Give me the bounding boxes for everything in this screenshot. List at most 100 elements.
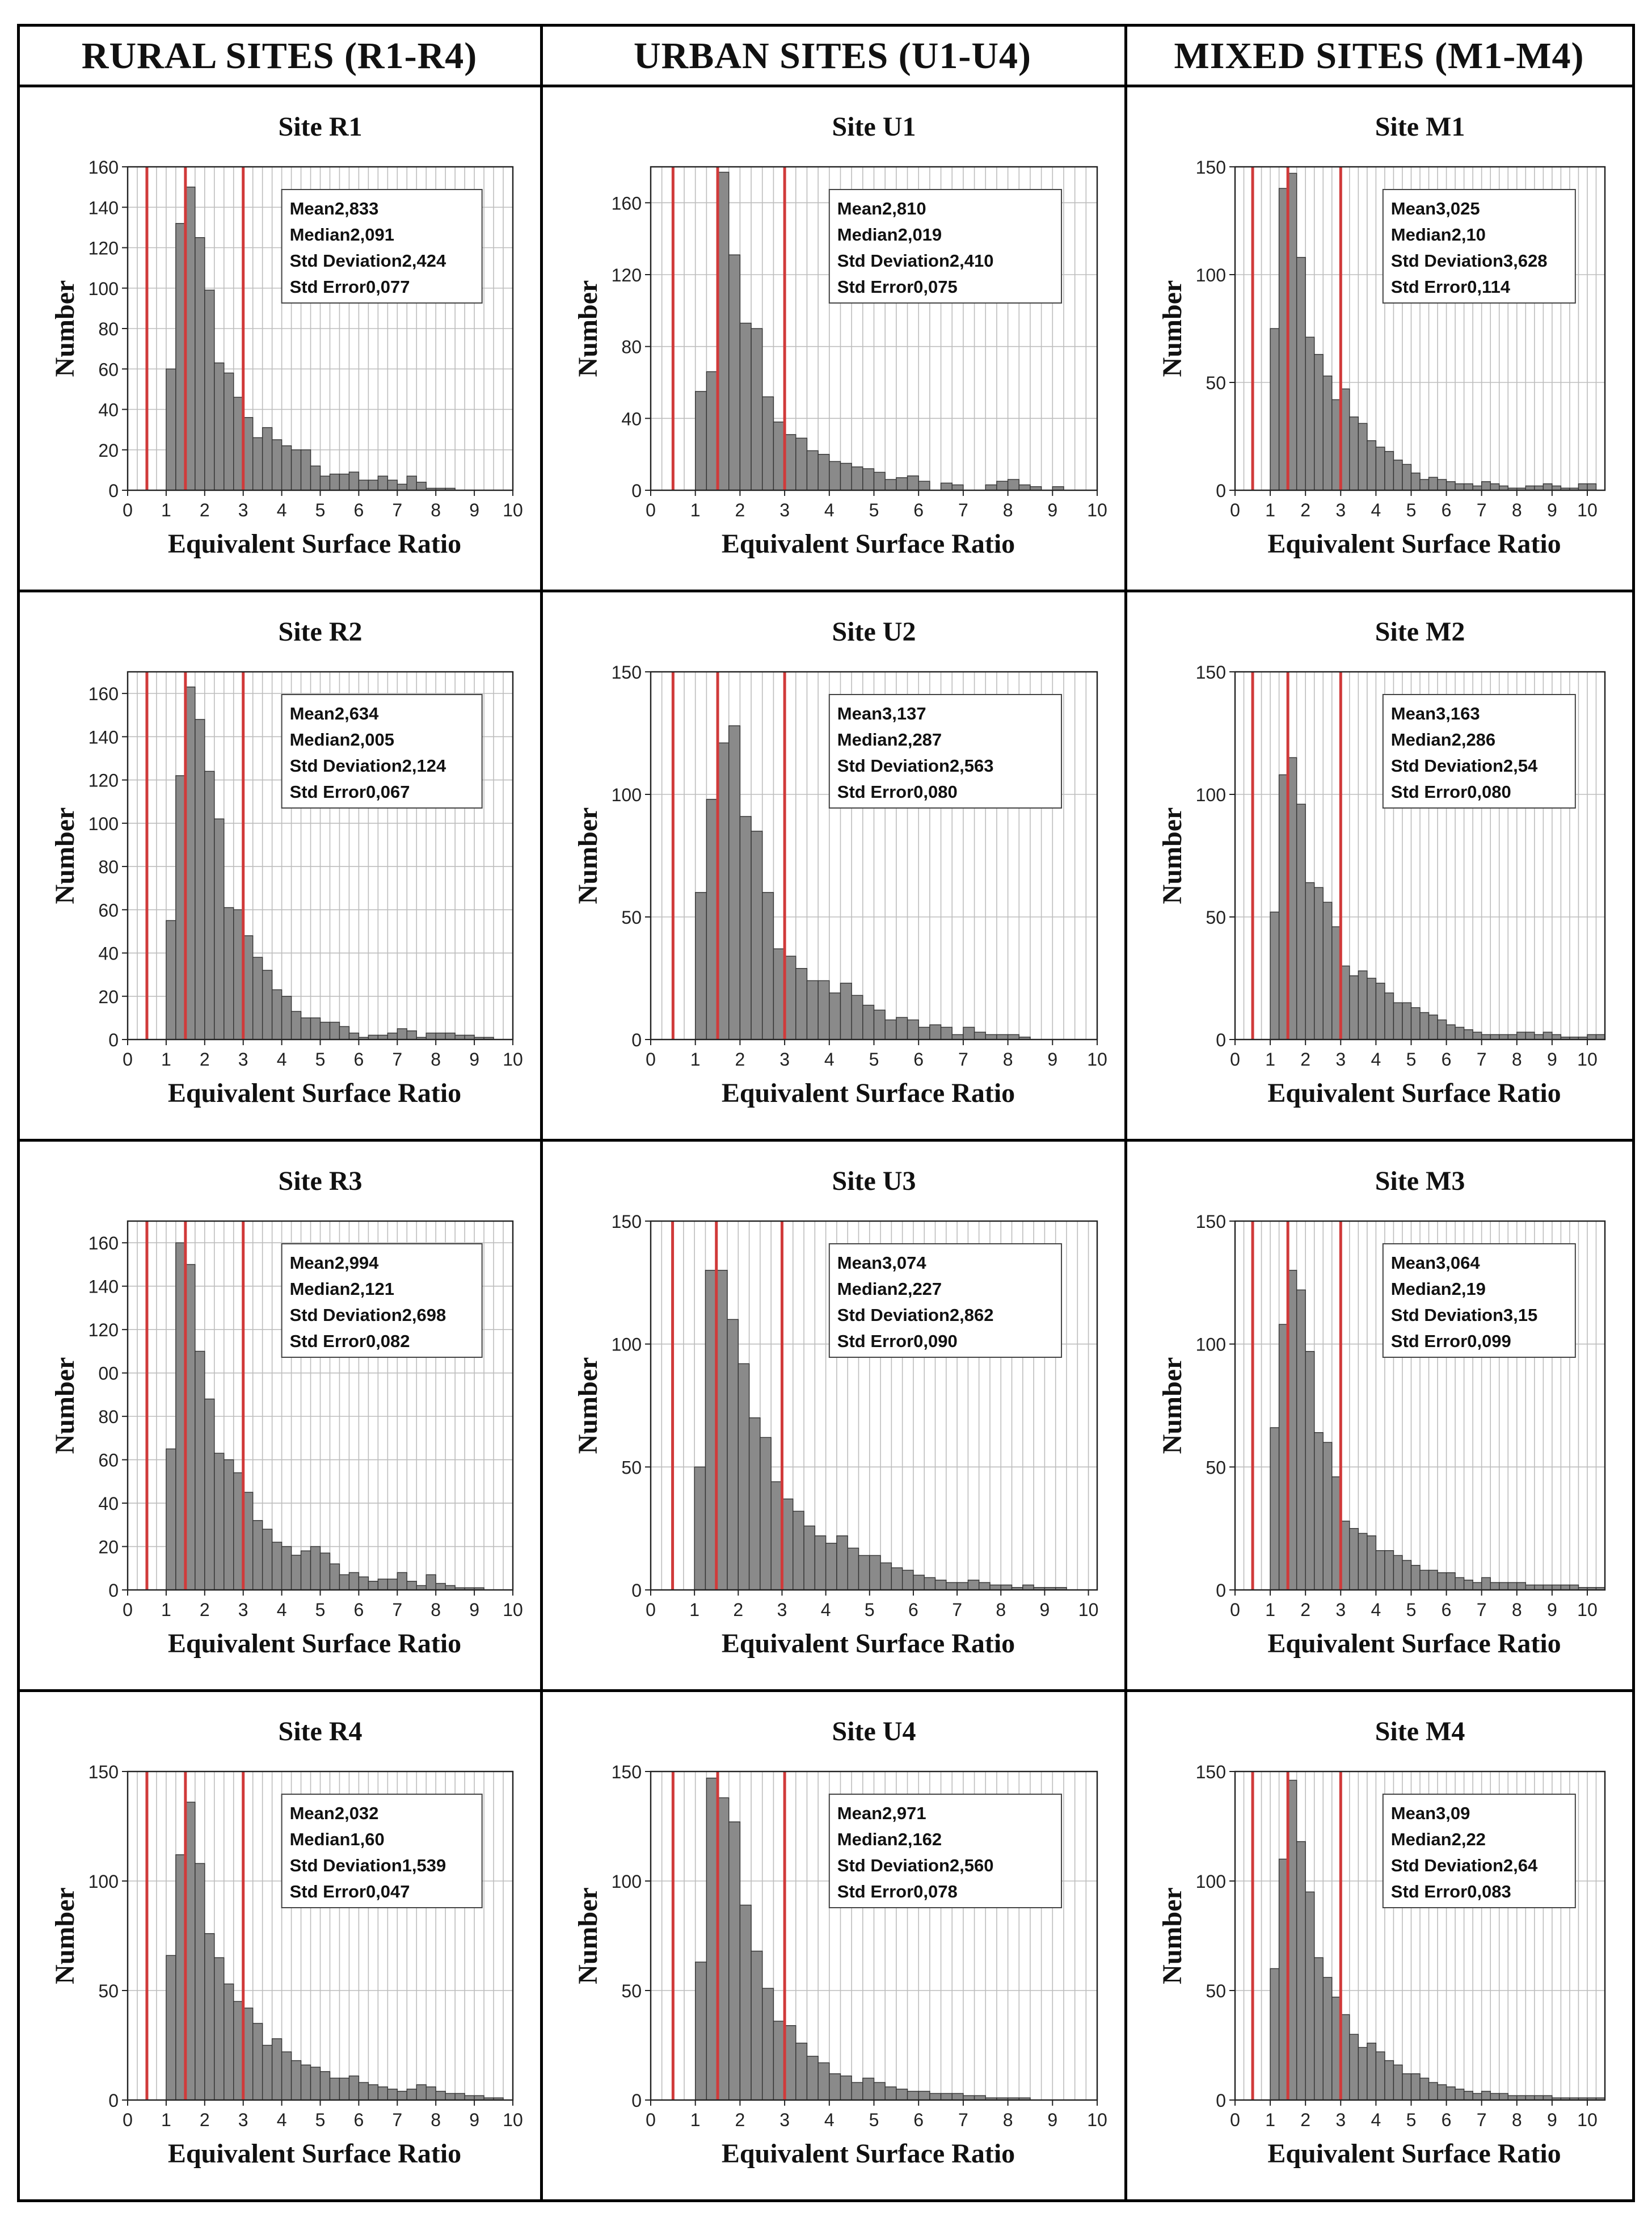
histogram-bar: [214, 1957, 225, 2101]
histogram-bar: [262, 1529, 273, 1590]
histogram-chart: Site U2 0 50 100 150 0 1 2 3 4 5 6 7 8 9 10 Equivalent S…: [573, 617, 1107, 1108]
stat-std-error: Std Error0,075: [837, 277, 958, 297]
x-axis-label: Equivalent Surface Ratio: [1267, 2139, 1561, 2169]
y-axis-label: Number: [1157, 807, 1187, 904]
histogram-bar: [319, 476, 331, 491]
histogram-bar: [175, 775, 186, 1040]
x-tick-label: 6: [1442, 1600, 1452, 1620]
stats-box: [1382, 189, 1576, 304]
x-tick-label: 5: [1406, 2110, 1417, 2130]
y-axis-label: Number: [1157, 1887, 1187, 1984]
y-tick-label: 20: [98, 440, 119, 461]
histogram-bar: [751, 328, 763, 491]
histogram-bar: [425, 2086, 436, 2101]
x-tick-label: 2: [1300, 2110, 1310, 2130]
stat-mean: Mean2,634: [290, 704, 380, 723]
x-tick-label: 2: [733, 1600, 743, 1620]
x-tick-label: 9: [469, 500, 479, 520]
x-tick-label: 6: [913, 500, 924, 520]
plot-frame: [1234, 166, 1606, 491]
x-tick-label: 8: [431, 1049, 441, 1070]
histogram-bar: [884, 479, 897, 491]
stat-mean: Mean3,09: [1391, 1803, 1470, 1823]
x-tick-label: 2: [200, 1049, 210, 1070]
chart-title: Site U4: [832, 1716, 916, 1747]
histogram-bar: [175, 223, 186, 491]
x-axis-label: Equivalent Surface Ratio: [1267, 1629, 1561, 1659]
histogram-bar: [445, 2093, 456, 2101]
histogram-bar: [1455, 1026, 1465, 1040]
y-tick-label: 150: [1196, 662, 1226, 683]
histogram-bar: [1455, 1577, 1465, 1590]
histogram-bar: [1463, 1029, 1473, 1040]
histogram-bar: [387, 1032, 398, 1040]
histogram-bar: [166, 920, 176, 1040]
stat-std-deviation: Std Deviation2,124: [290, 756, 446, 776]
stat-std-error: Std Error0,114: [1391, 277, 1511, 297]
histogram-bar: [1375, 982, 1385, 1040]
histogram-bar: [940, 1026, 953, 1040]
histogram-bar: [728, 1821, 741, 2101]
histogram-bar: [1296, 1289, 1306, 1590]
histogram-bar: [1428, 1569, 1438, 1590]
histogram-bar: [195, 1863, 205, 2101]
stat-std-error: Std Error0,090: [837, 1331, 958, 1351]
histogram-bar: [1481, 2090, 1491, 2101]
x-tick-label: 4: [277, 1049, 287, 1070]
y-tick-label: 100: [612, 1335, 642, 1355]
histogram-bar: [243, 935, 254, 1040]
y-tick-label: 80: [98, 319, 119, 339]
histogram-bar: [243, 417, 254, 491]
histogram-bar: [185, 186, 196, 491]
histogram-bar: [901, 1569, 914, 1590]
histogram-bar: [1446, 1572, 1456, 1590]
histogram-bar: [738, 1363, 750, 1590]
chart-title: Site M2: [1375, 617, 1465, 647]
histogram-bar: [896, 2089, 908, 2101]
histogram-bar: [781, 1498, 794, 1590]
histogram-bar: [728, 725, 741, 1040]
x-tick-label: 7: [958, 500, 968, 520]
y-tick-label: 50: [98, 1981, 119, 2001]
stat-std-deviation: Std Deviation3,628: [1391, 251, 1548, 271]
histogram-bar: [862, 2077, 875, 2101]
histogram-bar: [817, 2062, 830, 2101]
histogram-bar: [271, 1542, 283, 1590]
histogram-bar: [1490, 1582, 1500, 1590]
histogram-bar: [829, 992, 841, 1040]
histogram-bar: [1499, 1582, 1508, 1590]
histogram-bar: [739, 816, 752, 1040]
histogram-bar: [290, 449, 302, 491]
stats-box: [828, 1243, 1063, 1358]
histogram-bar: [795, 2042, 808, 2101]
histogram-bar: [817, 453, 830, 491]
histogram-bar: [310, 1017, 321, 1040]
y-axis-label: Number: [573, 1357, 603, 1454]
histogram-bar: [751, 831, 763, 1040]
x-tick-label: 7: [1477, 1049, 1487, 1070]
histogram-bar: [1358, 423, 1368, 491]
y-tick-label: 100: [88, 1871, 119, 1892]
stat-median: Median2,19: [1391, 1279, 1486, 1299]
histogram-bar: [1587, 1034, 1597, 1040]
histogram-bar: [1490, 483, 1500, 491]
x-tick-label: 5: [315, 2110, 326, 2130]
x-tick-label: 6: [1442, 1049, 1452, 1070]
x-tick-label: 2: [200, 500, 210, 520]
histogram-bar: [358, 2082, 369, 2101]
y-axis-label: Number: [1157, 280, 1187, 377]
chart-title: Site R3: [279, 1166, 363, 1196]
x-tick-label: 3: [779, 2110, 790, 2130]
stat-median: Median2,227: [837, 1279, 942, 1299]
x-tick-label: 8: [1003, 500, 1013, 520]
row-divider: [20, 1139, 1632, 1142]
y-tick-label: 0: [631, 481, 642, 501]
histogram-bar: [290, 2060, 302, 2101]
histogram-bar: [166, 368, 176, 491]
histogram-bar: [1419, 479, 1430, 491]
histogram-bar: [377, 1579, 389, 1590]
histogram-bar: [1446, 481, 1456, 491]
histogram-bar: [806, 450, 819, 491]
y-tick-label: 150: [612, 662, 642, 683]
histogram-bar: [739, 1904, 752, 2101]
